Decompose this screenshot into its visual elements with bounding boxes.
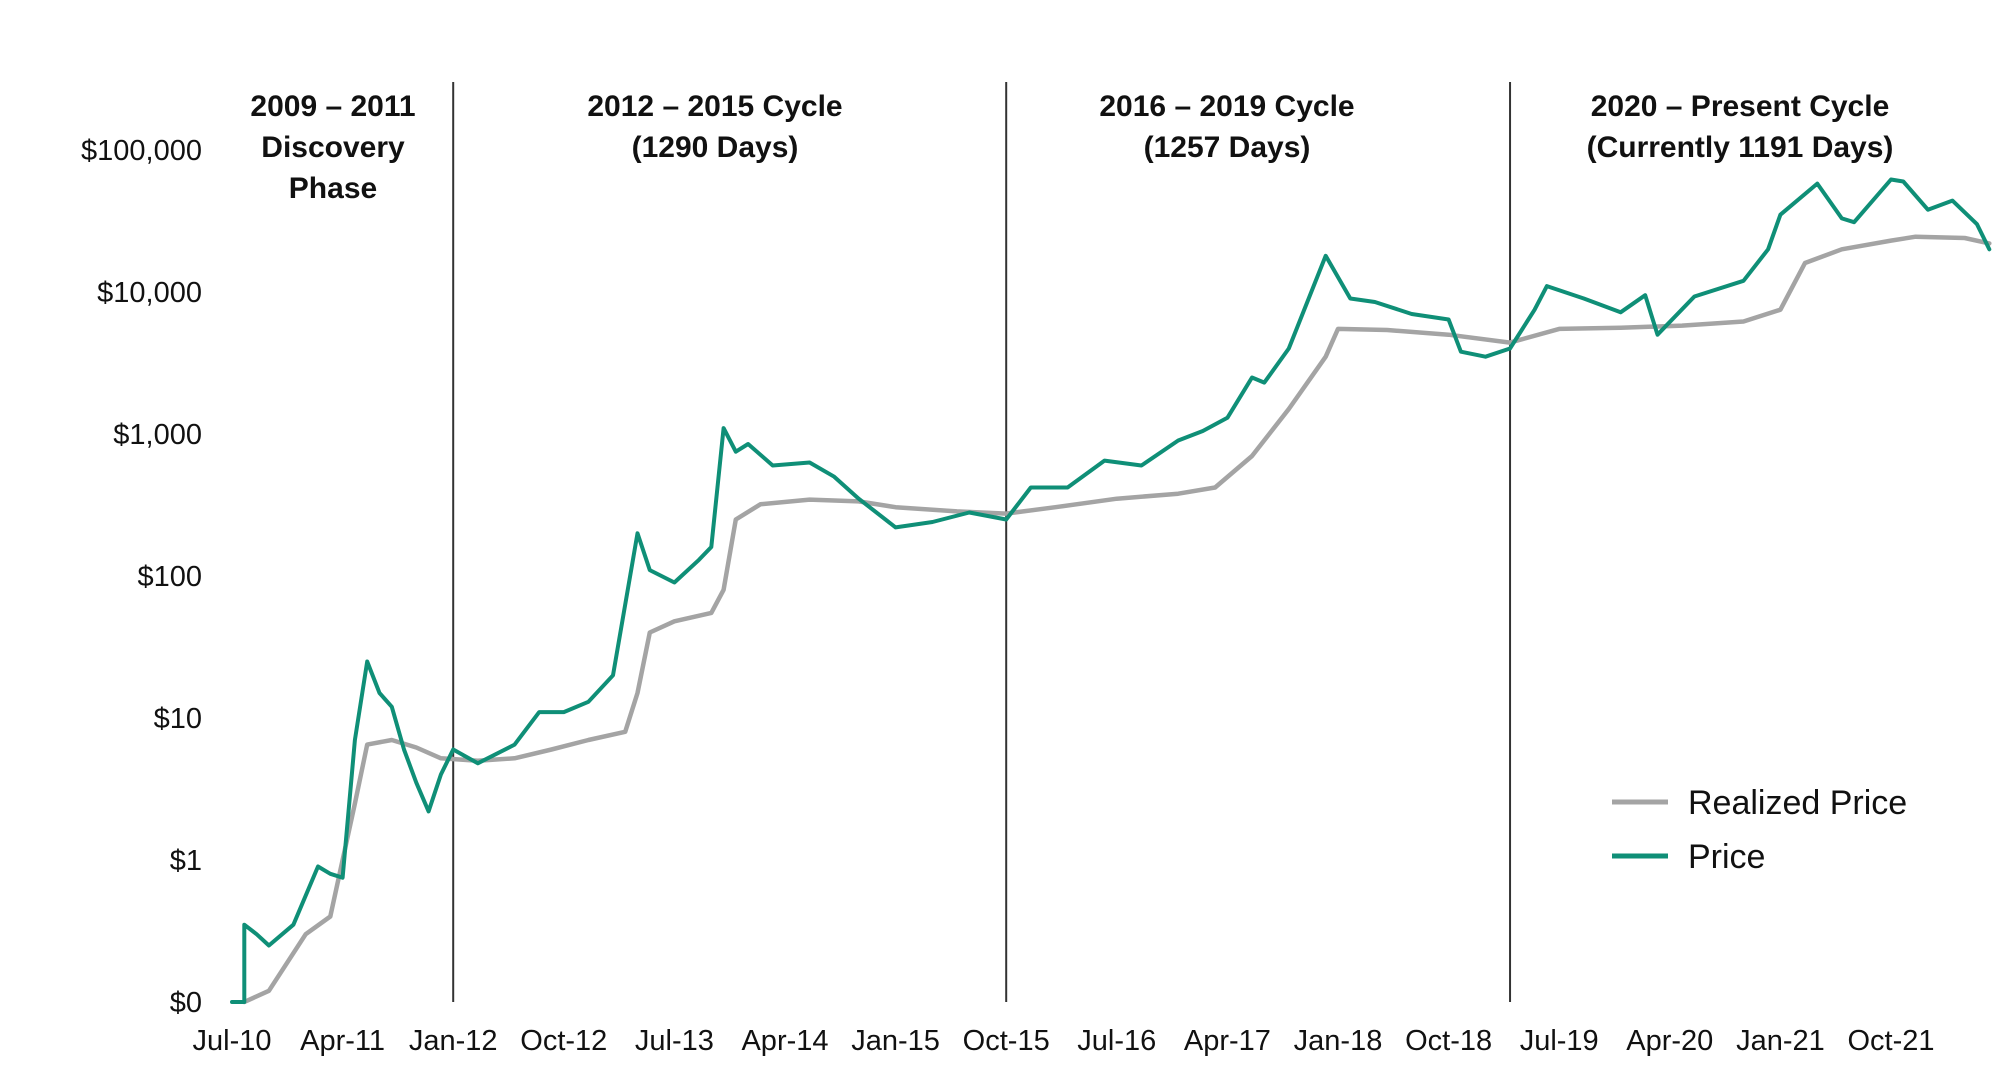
cycle-label: (Currently 1191 Days) xyxy=(1587,131,1894,164)
x-tick-label: Jan-12 xyxy=(409,1025,498,1057)
cycle-labels: 2009 – 2011 Discovery Phase 2012 – 2015 Cyc… xyxy=(250,90,1893,205)
x-tick-label: Jul-19 xyxy=(1520,1025,1599,1057)
legend-label-price: Price xyxy=(1688,838,1765,876)
cycle-label: Discovery xyxy=(261,131,405,164)
y-axis: $0 $1 $10 $100 $1,000 $10,000 $100,000 xyxy=(81,135,202,1019)
x-tick-label: Oct-15 xyxy=(963,1025,1050,1057)
x-tick-label: Jan-18 xyxy=(1294,1025,1383,1057)
cycle-label: 2012 – 2015 Cycle xyxy=(587,90,842,123)
x-tick-label: Oct-12 xyxy=(520,1025,607,1057)
y-tick-label: $10,000 xyxy=(97,277,202,309)
x-tick-label: Oct-18 xyxy=(1405,1025,1492,1057)
legend: Realized Price Price xyxy=(1612,784,1907,876)
y-tick-label: $100 xyxy=(137,561,202,593)
x-tick-label: Apr-17 xyxy=(1184,1025,1271,1057)
cycle-label: (1257 Days) xyxy=(1144,131,1311,164)
x-tick-label: Jul-13 xyxy=(635,1025,714,1057)
y-tick-label: $10 xyxy=(154,703,202,735)
series-line-realized xyxy=(242,234,1992,1005)
x-tick-label: Jan-15 xyxy=(851,1025,940,1057)
legend-label-realized: Realized Price xyxy=(1688,784,1907,822)
y-tick-label: $1,000 xyxy=(113,419,202,451)
y-tick-label: $1 xyxy=(170,845,202,877)
cycle-dividers xyxy=(452,82,1512,1002)
x-tick-label: Jul-10 xyxy=(193,1025,272,1057)
cycle-label: 2020 – Present Cycle xyxy=(1591,90,1890,123)
cycle-label: Phase xyxy=(289,172,377,205)
x-axis: Jul-10 Apr-11 Jan-12 Oct-12 Jul-13 Apr-14 Jan-… xyxy=(193,1025,1935,1057)
x-tick-label: Apr-20 xyxy=(1626,1025,1713,1057)
y-tick-label: $0 xyxy=(170,987,202,1019)
x-tick-label: Apr-14 xyxy=(741,1025,828,1057)
cycle-label: (1290 Days) xyxy=(632,131,799,164)
series-line-price xyxy=(230,177,1992,1004)
x-tick-label: Apr-11 xyxy=(300,1025,385,1057)
y-tick-label: $100,000 xyxy=(81,135,202,167)
x-tick-label: Oct-21 xyxy=(1847,1025,1934,1057)
cycle-label: 2016 – 2019 Cycle xyxy=(1099,90,1354,123)
x-tick-label: Jan-21 xyxy=(1736,1025,1825,1057)
cycle-label: 2009 – 2011 xyxy=(250,90,415,123)
series-lines xyxy=(230,177,1992,1005)
x-tick-label: Jul-16 xyxy=(1077,1025,1156,1057)
